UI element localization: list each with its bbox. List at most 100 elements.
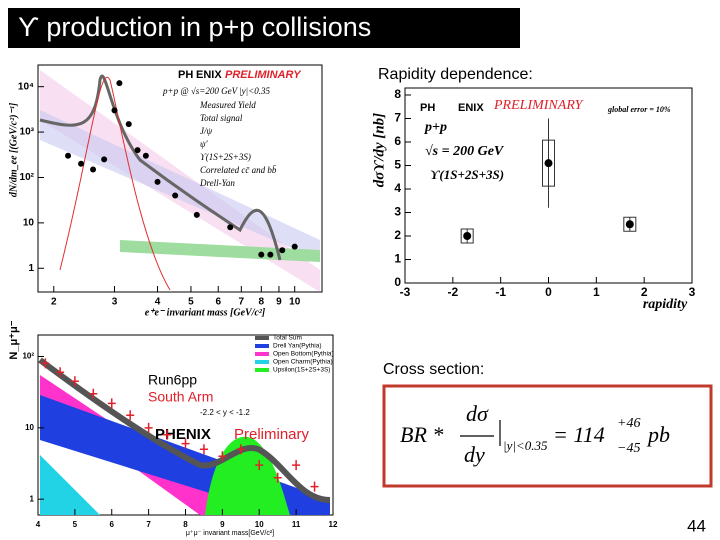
legend-label: Open Charm(Pythia) xyxy=(273,359,333,366)
y-tick-label: 1 xyxy=(394,252,401,266)
data-point xyxy=(463,232,472,240)
data-point xyxy=(255,460,264,471)
heading: Cross section: xyxy=(383,361,484,378)
formula-part: BR * xyxy=(400,422,443,447)
legend-swatch xyxy=(255,344,269,348)
logo: PH xyxy=(178,69,193,81)
y-label: N_μ⁺μ⁻ xyxy=(8,320,20,359)
data-point xyxy=(101,156,108,163)
x-tick-label: 4 xyxy=(36,520,41,529)
y-tick-label: 8 xyxy=(394,87,401,101)
title: ϒ production in p+p collisions xyxy=(18,12,371,42)
x-tick-label: 8 xyxy=(183,520,188,529)
data-point xyxy=(544,159,553,168)
x-tick-label: 2 xyxy=(641,285,648,299)
formula-part: dy xyxy=(464,442,485,467)
data-point xyxy=(116,80,123,87)
legend: ψ' xyxy=(200,139,209,149)
x-label: e⁺e⁻ invariant mass [GeV/c²] xyxy=(145,307,266,318)
x-tick-label: 10 xyxy=(255,520,264,529)
data-point xyxy=(78,160,85,167)
y-tick-label: 4 xyxy=(394,181,401,195)
preliminary: PRELIMINARY xyxy=(225,69,302,81)
energy: √s = 200 GeV xyxy=(425,144,505,159)
condition: p+p @ √s=200 GeV |y|<0.35 xyxy=(162,86,270,96)
run: Run6pp xyxy=(148,372,197,388)
formula-part: −45 xyxy=(617,441,640,456)
total-signal xyxy=(39,74,282,261)
legend: J/ψ xyxy=(200,126,212,136)
arm: South Arm xyxy=(148,389,213,405)
data-point xyxy=(56,367,65,378)
y-tick-label: 10³ xyxy=(20,127,35,138)
rapidity-range: -2.2 < y < -1.2 xyxy=(200,408,250,417)
y-tick-label: 1 xyxy=(28,263,34,274)
y-tick-label: 10² xyxy=(22,352,34,361)
preliminary: PRELIMINARY xyxy=(493,98,585,113)
syst-box xyxy=(542,139,555,187)
formula-box xyxy=(382,384,713,488)
y-tick-label: 10 xyxy=(23,218,35,229)
curve xyxy=(59,77,171,291)
data-point xyxy=(70,376,79,387)
x-tick-label: 6 xyxy=(110,520,115,529)
y-tick-label: 10 xyxy=(25,423,34,432)
y-tick-label: 1 xyxy=(30,494,35,503)
data-point xyxy=(267,251,274,258)
legend: Drell-Yan xyxy=(199,178,235,188)
x-tick-label: 4 xyxy=(155,297,161,308)
data-point xyxy=(291,243,298,250)
y-tick-label: 10⁴ xyxy=(18,81,34,92)
x-tick-label: -3 xyxy=(400,285,411,299)
data-point xyxy=(154,178,161,185)
x-tick-label: 11 xyxy=(292,520,301,529)
data-point xyxy=(134,147,141,154)
data-point xyxy=(258,251,265,258)
x-tick-label: -2 xyxy=(447,285,458,299)
x-tick-label: 12 xyxy=(329,520,338,529)
formula-part: +46 xyxy=(617,416,640,431)
y-tick-label: 7 xyxy=(394,111,401,125)
legend-swatch xyxy=(255,368,269,372)
x-label: rapidity xyxy=(643,297,688,312)
legend: Total signal xyxy=(200,113,243,123)
title-bar xyxy=(8,8,520,48)
data-point xyxy=(89,388,98,399)
syst-box xyxy=(460,228,474,244)
legend: Correlated cc̄ and bb̄ xyxy=(200,165,277,175)
y-tick-label: 10² xyxy=(20,172,35,183)
system: p+p xyxy=(424,120,447,135)
x-tick-label: 2 xyxy=(51,297,57,308)
data-point xyxy=(163,429,172,440)
logo: ENIX xyxy=(458,102,484,114)
logo: ENIX xyxy=(196,69,222,81)
data-point xyxy=(199,444,208,455)
x-tick-label: 3 xyxy=(689,285,696,299)
x-tick-label: 9 xyxy=(276,297,282,308)
x-tick-label: 7 xyxy=(239,297,245,308)
band xyxy=(40,110,320,260)
x-tick-label: 9 xyxy=(220,520,225,529)
data-point xyxy=(144,422,153,433)
data-point xyxy=(193,211,200,218)
legend-label: Total Sum xyxy=(273,335,302,342)
y-tick-label: 6 xyxy=(394,134,401,148)
x-tick-label: 5 xyxy=(188,297,194,308)
data-point xyxy=(172,192,179,199)
data-point xyxy=(41,358,50,369)
legend-label: Open Bottom(Pythia) xyxy=(273,351,334,358)
band xyxy=(40,455,100,515)
data-point xyxy=(625,220,634,229)
heading: Rapidity dependence: xyxy=(378,66,533,83)
y-tick-label: 2 xyxy=(394,228,401,242)
formula-part: |y|<0.35 xyxy=(503,438,548,453)
x-tick-label: 1 xyxy=(593,285,600,299)
legend: ϒ(1S+2S+3S) xyxy=(200,152,251,162)
y-tick-label: 3 xyxy=(394,205,401,219)
y-tick-label: 0 xyxy=(394,275,401,289)
data-point xyxy=(292,460,301,471)
x-tick-label: 10 xyxy=(289,297,301,308)
x-label: μ⁺μ⁻ invariant mass[GeV/c²] xyxy=(186,530,274,537)
y-label: dN/dm_ee [(GeV/c²)⁻¹] xyxy=(8,102,19,197)
data-point xyxy=(236,444,245,455)
